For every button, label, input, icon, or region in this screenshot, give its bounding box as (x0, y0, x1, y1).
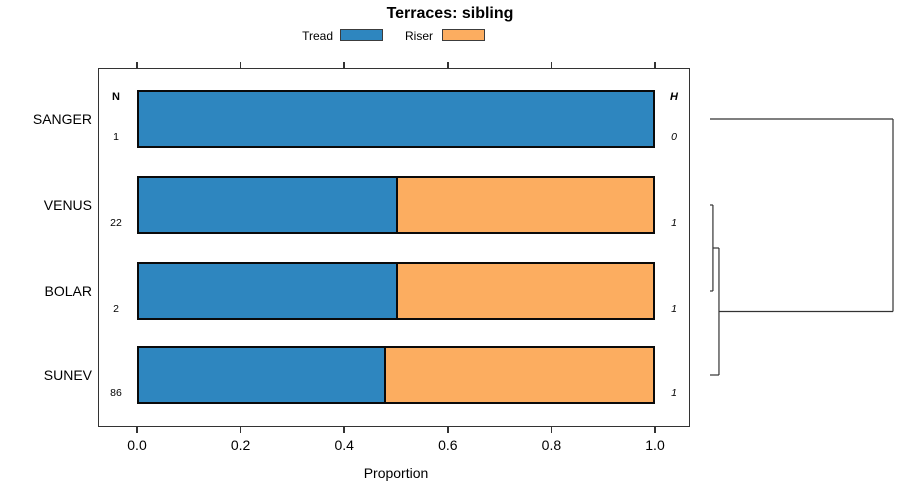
x-tick-top (239, 62, 242, 68)
riser-segment (396, 178, 653, 232)
bar-row-bolar (137, 262, 655, 320)
x-tick-top (447, 62, 449, 68)
h-value-venus: 1 (671, 217, 677, 229)
n-value-bolar: 2 (113, 303, 119, 315)
legend-swatch-tread (340, 29, 383, 41)
x-tick-bottom (654, 427, 656, 433)
h-column-header: H (670, 91, 678, 103)
n-column-header: N (112, 91, 120, 103)
category-label-venus: VENUS (43, 197, 92, 213)
riser-segment (384, 348, 653, 402)
n-value-sanger: 1 (113, 131, 119, 143)
x-tick-bottom (550, 427, 553, 433)
x-tick-label: 0.8 (541, 437, 562, 453)
category-label-sunev: SUNEV (43, 367, 92, 383)
category-label-bolar: BOLAR (44, 283, 92, 299)
x-tick-label: 0.0 (127, 437, 147, 453)
x-tick-top (343, 62, 345, 68)
legend-label-tread: Tread (302, 29, 333, 43)
h-value-sanger: 0 (671, 131, 677, 143)
x-tick-bottom (239, 427, 242, 433)
bar-row-sanger (137, 90, 655, 148)
tread-segment (139, 348, 385, 402)
x-tick-bottom (136, 427, 138, 433)
x-tick-bottom (343, 427, 345, 433)
x-tick-label: 0.6 (438, 437, 458, 453)
chart-title: Terraces: sibling (386, 5, 514, 22)
x-tick-top (136, 62, 138, 68)
tread-segment (139, 92, 653, 146)
bar-row-sunev (137, 346, 655, 404)
n-value-sunev: 86 (110, 387, 122, 399)
x-axis-label: Proportion (363, 465, 429, 481)
x-tick-label: 0.2 (230, 437, 251, 453)
x-tick-bottom (447, 427, 449, 433)
x-tick-label: 1.0 (645, 437, 665, 453)
h-value-bolar: 1 (671, 303, 677, 315)
h-value-sunev: 1 (671, 387, 677, 399)
tread-segment (139, 178, 396, 232)
bar-row-venus (137, 176, 655, 234)
legend-label-riser: Riser (404, 29, 433, 43)
category-label-sanger: SANGER (32, 111, 92, 127)
x-tick-top (654, 62, 656, 68)
legend-swatch-riser (442, 29, 485, 41)
n-value-venus: 22 (110, 217, 122, 229)
x-tick-top (550, 62, 553, 68)
riser-segment (396, 264, 653, 318)
tread-segment (139, 264, 396, 318)
x-tick-label: 0.4 (334, 437, 354, 453)
